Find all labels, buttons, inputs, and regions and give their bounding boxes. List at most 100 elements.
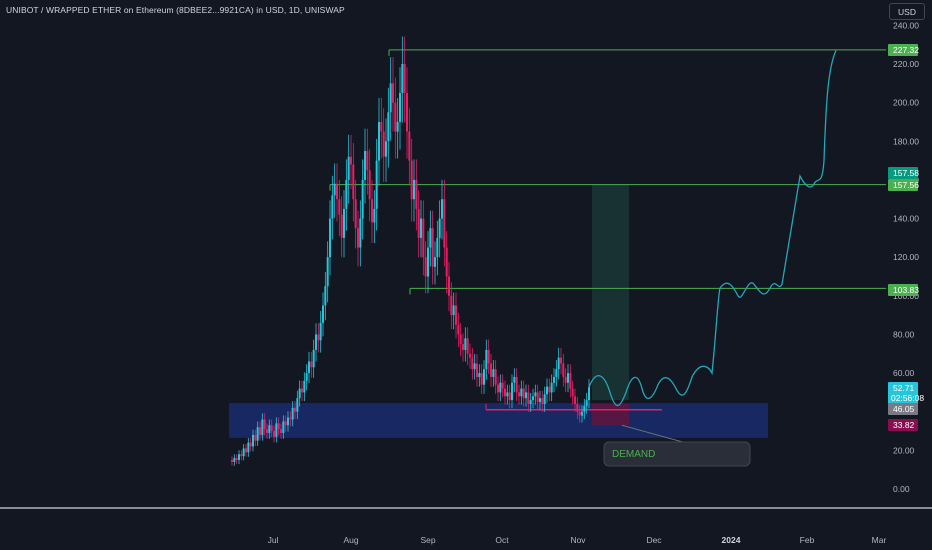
candle-body xyxy=(394,102,397,132)
candle-body xyxy=(459,334,462,345)
candle-body xyxy=(455,305,457,325)
demand-zone xyxy=(229,403,768,438)
candle-body xyxy=(513,376,516,383)
candle-body xyxy=(560,357,562,364)
candle-body xyxy=(303,380,306,393)
currency-button[interactable]: USD xyxy=(889,3,925,20)
candle-body xyxy=(511,382,513,401)
stop-box xyxy=(592,404,629,426)
price-badge-label: 157.58 xyxy=(893,168,919,178)
candle-body xyxy=(476,363,478,377)
candle-body xyxy=(550,382,553,393)
price-badge xyxy=(888,284,918,296)
y-tick-label: 120.00 xyxy=(893,252,919,262)
candle-body xyxy=(333,183,336,196)
candle-body xyxy=(277,423,280,430)
price-badge-label: 52.71 xyxy=(893,383,915,393)
x-tick-label: Feb xyxy=(800,535,815,545)
candle-body xyxy=(310,361,313,368)
candle-body xyxy=(499,382,502,393)
candle-body xyxy=(522,388,525,399)
candle-body xyxy=(588,387,590,401)
candle-body xyxy=(415,179,418,209)
candle-body xyxy=(452,305,455,316)
candle-body xyxy=(557,357,560,370)
candle-body xyxy=(543,394,546,404)
candle-body xyxy=(417,208,420,238)
candle-body xyxy=(501,382,504,389)
candle-body xyxy=(375,160,378,209)
candle-body xyxy=(354,199,357,229)
price-badge-label: 157.56 xyxy=(893,180,919,190)
x-tick-label: Oct xyxy=(495,535,509,545)
candle-body xyxy=(567,373,569,383)
candle-body xyxy=(541,398,544,404)
y-tick-label: 240.00 xyxy=(893,20,919,30)
candle-body xyxy=(571,388,574,397)
x-tick-label: Dec xyxy=(646,535,662,545)
candle-body xyxy=(261,419,264,435)
candle-body xyxy=(329,218,331,258)
candle-body xyxy=(296,398,299,412)
candle-body xyxy=(305,373,308,381)
price-badge xyxy=(888,179,918,191)
candle-body xyxy=(424,257,427,277)
candle-body xyxy=(343,208,345,238)
candle-body xyxy=(338,199,341,215)
y-tick-label: 80.00 xyxy=(893,329,915,339)
candle-body xyxy=(583,405,586,412)
candle-body xyxy=(235,458,238,461)
candle-body xyxy=(497,384,499,393)
candle-body xyxy=(473,363,476,370)
candle-body xyxy=(364,150,366,180)
candle-body xyxy=(529,400,532,404)
candle-body xyxy=(406,92,408,132)
candle-body xyxy=(319,322,322,341)
candle-body xyxy=(520,388,523,397)
candle-body xyxy=(345,179,348,209)
candle-body xyxy=(420,218,422,238)
candle-body xyxy=(266,429,268,433)
price-badge-label: 103.83 xyxy=(893,285,919,295)
candle-body xyxy=(413,179,415,200)
candle-body xyxy=(331,195,334,219)
candle-body xyxy=(312,349,315,368)
candle-body xyxy=(434,257,436,267)
candle-body xyxy=(504,388,506,397)
price-badge xyxy=(888,419,918,431)
candle-body xyxy=(340,214,343,238)
candle-body xyxy=(478,373,481,377)
candle-body xyxy=(361,179,364,219)
candle-body xyxy=(389,83,392,113)
candle-body xyxy=(480,373,483,385)
candle-body xyxy=(280,429,282,433)
candle-body xyxy=(259,427,261,435)
candle-body xyxy=(254,434,257,441)
candle-body xyxy=(317,334,320,341)
candle-body xyxy=(536,392,539,403)
candle-body xyxy=(382,131,385,157)
price-badge-label: 227.32 xyxy=(893,45,919,55)
demand-callout xyxy=(603,441,751,467)
x-tick-label: Aug xyxy=(343,535,358,545)
candle-body xyxy=(240,454,243,457)
candle-body xyxy=(457,324,460,335)
y-tick-label: 60.00 xyxy=(893,368,915,378)
candle-body xyxy=(553,376,555,383)
candle-body xyxy=(282,421,285,433)
y-tick-label: 180.00 xyxy=(893,136,919,146)
candle-body xyxy=(231,460,233,462)
candle-body xyxy=(450,295,453,316)
candle-body xyxy=(315,334,317,350)
candle-body xyxy=(574,396,576,404)
candle-body xyxy=(387,112,390,142)
x-tick-label: Nov xyxy=(570,535,586,545)
candle-body xyxy=(576,404,579,412)
candle-body xyxy=(462,344,464,350)
candle-body xyxy=(247,442,250,453)
candle-body xyxy=(284,421,287,426)
candle-body xyxy=(308,361,310,374)
x-tick-label: Jul xyxy=(268,535,279,545)
candle-body xyxy=(359,218,362,248)
